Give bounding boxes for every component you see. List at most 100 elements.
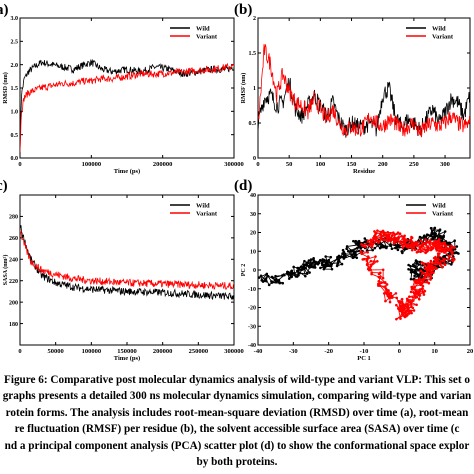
point-wild xyxy=(336,260,340,263)
point-variant xyxy=(401,244,404,247)
point-variant xyxy=(410,248,414,252)
point-variant xyxy=(406,313,409,317)
point-variant xyxy=(429,259,433,263)
point-wild xyxy=(258,276,261,279)
point-wild xyxy=(264,277,267,281)
legend-label: Variant xyxy=(196,33,218,40)
point-wild xyxy=(440,239,443,243)
point-wild xyxy=(438,229,441,233)
point-wild xyxy=(265,279,268,283)
point-wild xyxy=(317,261,321,265)
point-variant xyxy=(401,237,405,240)
point-wild xyxy=(275,280,278,283)
point-wild xyxy=(345,247,348,251)
point-wild xyxy=(321,260,324,263)
point-wild xyxy=(282,273,285,277)
point-wild xyxy=(341,252,344,255)
point-wild xyxy=(380,245,384,249)
point-wild xyxy=(286,270,289,274)
point-variant xyxy=(413,294,417,297)
point-variant xyxy=(372,235,376,238)
y-tick-label: 220 xyxy=(9,279,18,285)
point-variant xyxy=(416,241,420,244)
point-variant xyxy=(400,297,404,301)
point-wild xyxy=(415,262,418,265)
point-variant xyxy=(386,231,390,234)
point-variant xyxy=(453,246,456,250)
x-tick-label: -20 xyxy=(324,348,333,355)
point-variant xyxy=(434,258,437,262)
point-variant xyxy=(435,249,439,252)
y-tick-label: 10 xyxy=(250,249,256,255)
point-variant xyxy=(412,241,416,245)
point-wild xyxy=(455,245,459,248)
x-tick-label: -40 xyxy=(254,348,263,355)
caption-line: re fluctuation (RMSF) per residue (b), t… xyxy=(14,423,460,436)
point-variant xyxy=(389,239,392,242)
point-wild xyxy=(298,268,302,271)
point-variant xyxy=(399,317,402,320)
point-variant xyxy=(386,240,390,243)
point-wild xyxy=(407,267,410,271)
point-variant xyxy=(451,250,454,254)
point-variant xyxy=(407,246,410,249)
point-wild xyxy=(422,235,426,238)
x-axis-label: PC 1 xyxy=(357,355,371,362)
point-variant xyxy=(404,243,407,247)
x-tick-label: 300000 xyxy=(224,161,244,168)
point-wild xyxy=(290,275,294,278)
point-variant xyxy=(403,241,406,245)
plot-area xyxy=(20,225,234,301)
point-wild xyxy=(322,264,326,268)
point-variant xyxy=(392,237,395,241)
point-wild xyxy=(305,261,309,264)
x-axis-label: Time (ps) xyxy=(114,355,140,362)
point-variant xyxy=(425,280,429,283)
point-variant xyxy=(422,278,426,282)
x-tick-label: 100000 xyxy=(82,161,102,168)
point-variant xyxy=(426,262,429,265)
point-wild xyxy=(336,263,339,266)
y-tick-label: 260 xyxy=(9,236,18,242)
point-variant xyxy=(403,311,407,314)
point-variant xyxy=(406,305,410,308)
point-wild xyxy=(375,242,378,246)
point-variant xyxy=(388,300,392,304)
point-wild xyxy=(434,234,438,238)
point-wild xyxy=(277,278,281,282)
point-wild xyxy=(328,264,332,268)
caption-line: rotein forms. The analysis includes root… xyxy=(5,406,469,419)
y-tick-label: -20 xyxy=(248,306,256,312)
point-wild xyxy=(309,265,313,269)
point-wild xyxy=(440,235,443,238)
point-variant xyxy=(424,248,428,251)
point-variant xyxy=(441,247,444,250)
point-variant xyxy=(368,268,371,272)
point-variant xyxy=(437,242,441,246)
point-variant xyxy=(366,251,370,254)
point-wild xyxy=(265,272,269,276)
point-variant xyxy=(429,275,433,279)
point-wild xyxy=(431,238,435,241)
point-wild xyxy=(450,263,453,266)
point-wild xyxy=(429,234,433,238)
point-wild xyxy=(418,235,422,239)
point-wild xyxy=(371,248,374,252)
point-wild xyxy=(304,266,307,270)
point-wild xyxy=(382,245,386,249)
point-wild xyxy=(431,229,434,232)
point-variant xyxy=(371,239,375,242)
point-variant xyxy=(389,296,393,299)
point-variant xyxy=(364,245,367,249)
point-variant xyxy=(397,235,400,239)
point-wild xyxy=(312,266,315,269)
x-axis-label: Residue xyxy=(353,168,375,175)
point-variant xyxy=(417,298,421,301)
x-tick-label: -10 xyxy=(360,348,369,355)
point-variant xyxy=(410,311,413,315)
y-axis-label: RMSD (nm) xyxy=(2,72,9,104)
series-variant xyxy=(20,62,234,153)
y-tick-label: 0.5 xyxy=(249,121,257,127)
y-tick-label: 240 xyxy=(9,257,18,263)
